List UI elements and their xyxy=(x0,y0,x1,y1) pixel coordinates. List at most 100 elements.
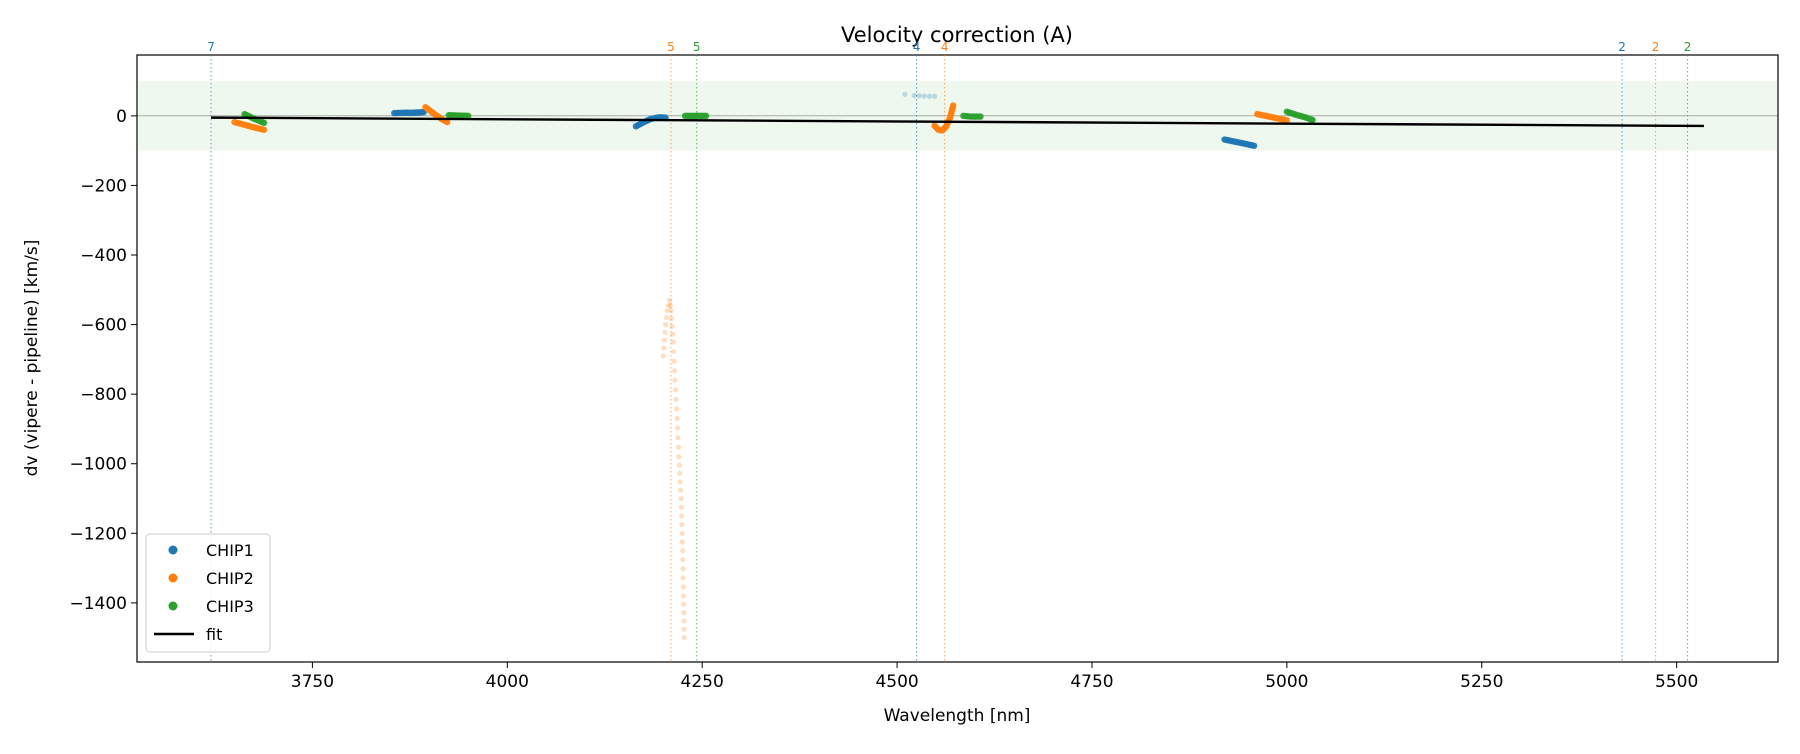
data-point xyxy=(676,462,682,468)
data-point xyxy=(679,513,685,519)
data-point xyxy=(678,504,685,510)
data-point xyxy=(444,118,451,126)
data-segment xyxy=(1221,136,1258,149)
data-point xyxy=(663,315,669,321)
legend-marker xyxy=(168,545,178,555)
data-point xyxy=(677,470,683,477)
x-axis-title: Wavelength [nm] xyxy=(884,706,1031,726)
x-tick-label: 5250 xyxy=(1460,672,1503,692)
data-point xyxy=(681,635,687,641)
data-segment xyxy=(422,103,451,126)
data-point xyxy=(678,487,684,493)
data-point xyxy=(950,102,957,109)
y-tick-label: −800 xyxy=(80,385,127,405)
data-point xyxy=(1250,142,1258,149)
data-point xyxy=(680,575,686,581)
data-point xyxy=(674,415,680,422)
data-point xyxy=(668,308,674,314)
data-point xyxy=(260,126,268,133)
data-point xyxy=(1283,117,1291,124)
legend: CHIP1 CHIP2 CHIP3 fit xyxy=(145,533,271,653)
order-label: 5 xyxy=(693,40,701,54)
data-segment xyxy=(445,111,472,120)
data-point xyxy=(672,387,679,393)
order-label: 2 xyxy=(1618,40,1626,54)
data-point xyxy=(670,339,676,345)
data-segment xyxy=(391,108,428,117)
data-point xyxy=(977,113,984,120)
fit-line xyxy=(211,116,1704,128)
legend-marker xyxy=(168,573,178,583)
chart-title: Velocity correction (A) xyxy=(841,23,1073,47)
data-segment xyxy=(681,112,710,120)
order-label: 2 xyxy=(1684,40,1692,54)
data-point xyxy=(669,323,675,329)
data-point xyxy=(680,584,686,590)
data-point xyxy=(666,297,673,303)
data-point xyxy=(677,479,683,485)
order-label: 5 xyxy=(667,40,675,54)
data-point xyxy=(674,406,680,412)
data-point xyxy=(681,626,687,632)
data-point xyxy=(664,308,670,314)
data-point xyxy=(681,610,687,616)
data-point xyxy=(675,425,681,431)
data-point xyxy=(680,548,686,554)
data-segment xyxy=(960,112,984,120)
order-label: 4 xyxy=(913,40,921,54)
data-segment xyxy=(902,91,938,99)
data-point xyxy=(679,539,686,545)
data-point xyxy=(662,329,668,336)
data-point xyxy=(680,557,686,563)
data-point xyxy=(675,435,681,441)
data-point xyxy=(679,521,685,528)
data-point xyxy=(668,315,675,322)
x-tick-label: 4750 xyxy=(1070,672,1113,692)
data-point xyxy=(916,93,922,99)
legend-label: CHIP1 xyxy=(206,541,254,560)
data-point xyxy=(702,112,710,120)
data-point xyxy=(675,444,682,450)
data-point xyxy=(671,358,677,364)
data-point xyxy=(671,368,678,374)
x-tick-label: 3750 xyxy=(291,672,334,692)
y-tick-label: −1200 xyxy=(69,524,127,544)
data-point xyxy=(680,566,686,572)
legend-label: CHIP3 xyxy=(206,597,254,616)
data-point xyxy=(260,119,268,127)
data-point xyxy=(926,93,933,99)
data-point xyxy=(671,348,677,355)
y-tick-label: 0 xyxy=(116,107,127,127)
x-tick-label: 4250 xyxy=(681,672,724,692)
x-tick-label: 5500 xyxy=(1655,672,1698,692)
data-point xyxy=(672,377,678,383)
y-tick-label: −400 xyxy=(80,246,127,266)
y-axis-title: dv (vipere - pipeline) [km/s] xyxy=(22,240,42,477)
plot-frame xyxy=(136,54,1779,663)
data-point xyxy=(902,91,908,97)
legend-label: fit xyxy=(206,625,222,644)
order-label: 7 xyxy=(207,40,215,54)
y-tick-label: −600 xyxy=(80,316,127,336)
data-point xyxy=(661,345,667,351)
data-point xyxy=(679,530,685,536)
x-tick-label: 5000 xyxy=(1265,672,1308,692)
data-point xyxy=(921,93,927,99)
data-point xyxy=(680,593,687,599)
data-point xyxy=(465,112,472,120)
y-tick-label: −1400 xyxy=(69,594,127,614)
data-point xyxy=(670,331,676,337)
data-segment xyxy=(1283,108,1316,124)
data-point xyxy=(662,321,669,328)
data-point xyxy=(673,396,679,402)
legend-box xyxy=(145,533,271,653)
data-point xyxy=(676,454,682,460)
legend-marker xyxy=(168,601,178,611)
data-point xyxy=(661,337,667,343)
order-label: 4 xyxy=(941,40,949,54)
data-point xyxy=(681,618,687,624)
data-segment xyxy=(1254,110,1291,124)
legend-label: CHIP2 xyxy=(206,569,254,588)
